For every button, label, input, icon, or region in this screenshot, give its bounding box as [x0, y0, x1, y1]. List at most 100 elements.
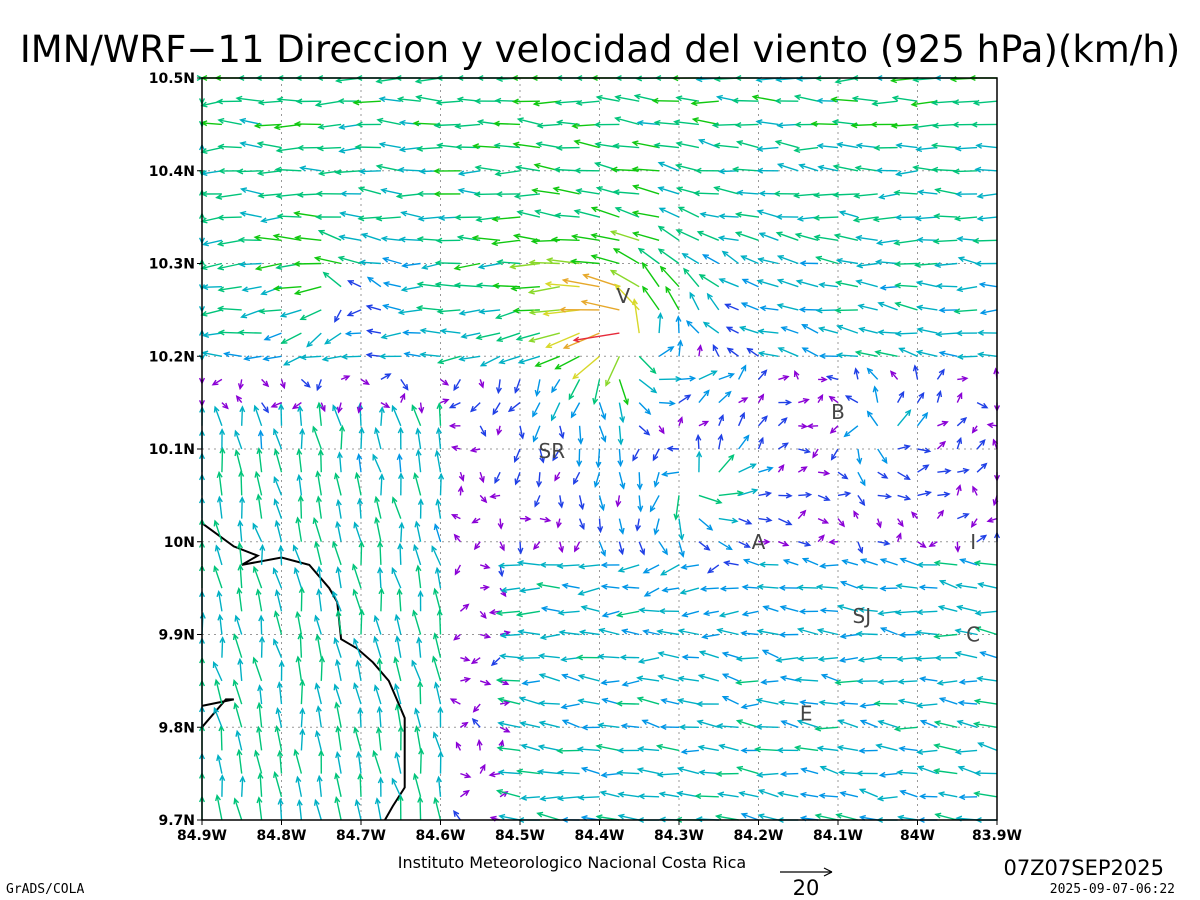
wind-vector-shaft: [578, 587, 600, 595]
wind-vector-head: [520, 743, 528, 750]
wind-vector-shaft: [396, 704, 402, 728]
wind-vector-shaft: [494, 144, 521, 149]
wind-vector: [378, 141, 401, 149]
wind-vector-head: [638, 607, 646, 614]
wind-vector-shaft: [953, 100, 978, 104]
wind-vector: [480, 584, 491, 591]
wind-vector: [934, 654, 958, 661]
wind-vector-head: [475, 282, 483, 289]
wind-vector-head: [294, 235, 302, 241]
wind-vector-shaft: [736, 213, 759, 218]
wind-vector-head: [839, 790, 847, 797]
wind-vector-head: [493, 142, 501, 149]
wind-vector-shaft: [295, 123, 322, 126]
wind-vector: [818, 469, 831, 476]
wind-vector: [933, 720, 958, 728]
wind-vector-head: [352, 99, 360, 106]
wind-vector: [836, 744, 859, 752]
wind-vector: [411, 659, 422, 682]
wind-vector: [317, 229, 342, 241]
wind-vector-shaft: [975, 700, 998, 705]
wind-vector-shaft: [346, 332, 362, 335]
wind-vector-shaft: [418, 283, 441, 288]
wind-vector-shaft: [437, 777, 442, 797]
wind-vector: [814, 725, 839, 732]
wind-vector-shaft: [568, 379, 581, 400]
wind-vector: [930, 142, 958, 149]
wind-vector: [738, 790, 759, 798]
wind-vector: [829, 425, 839, 434]
wind-vector-shaft: [840, 657, 859, 662]
wind-vector: [335, 725, 342, 751]
wind-vector-shaft: [577, 100, 600, 104]
wind-vector-shaft: [753, 96, 779, 102]
wind-vector-head: [396, 453, 403, 461]
wind-vector-shaft: [838, 746, 859, 752]
wind-vector-head: [851, 95, 859, 102]
wind-vector-head: [356, 406, 363, 414]
wind-vector-shaft: [319, 230, 342, 241]
wind-vector-head: [545, 342, 553, 349]
wind-vector: [416, 145, 441, 152]
wind-vector-shaft: [358, 402, 362, 413]
wind-vector-shaft: [717, 629, 739, 636]
wind-vector: [212, 661, 223, 682]
wind-vector-head: [756, 771, 764, 778]
wind-vector-shaft: [494, 122, 521, 126]
wind-vector-shaft: [233, 680, 243, 705]
wind-vector-head: [239, 117, 247, 124]
wind-vector-shaft: [313, 518, 322, 542]
wind-vector-shaft: [796, 233, 819, 241]
wind-vector: [256, 725, 263, 751]
wind-vector: [879, 284, 898, 291]
wind-vector-shaft: [539, 721, 560, 728]
wind-vector-shaft: [981, 309, 998, 314]
wind-vector-head: [844, 491, 852, 498]
wind-vector-head: [363, 379, 370, 386]
wind-vector: [916, 561, 938, 568]
wind-vector-head: [383, 402, 391, 409]
wind-vector-shaft: [558, 610, 580, 614]
wind-vector-shaft: [559, 495, 563, 508]
wind-vector: [334, 772, 342, 797]
wind-vector-head: [257, 192, 265, 199]
wind-vector-shaft: [878, 302, 898, 311]
wind-vector-shaft: [497, 261, 521, 265]
wind-vector: [681, 252, 700, 265]
wind-vector-head: [476, 738, 483, 746]
wind-vector-head: [689, 375, 697, 382]
wind-vector: [734, 231, 759, 241]
wind-vector-head: [273, 498, 280, 506]
wind-vector-shaft: [434, 589, 442, 612]
wind-vector-head: [552, 454, 559, 462]
wind-vector: [756, 145, 779, 152]
wind-vector: [256, 493, 263, 519]
wind-vector-head: [312, 425, 318, 433]
wind-vector-shaft: [859, 608, 878, 612]
wind-vector-shaft: [315, 683, 322, 705]
wind-vector: [699, 585, 719, 592]
wind-vector-head: [915, 349, 923, 356]
wind-vector: [800, 767, 819, 775]
wind-vector: [734, 211, 759, 218]
wind-vector-head: [395, 193, 403, 200]
wind-vector-head: [937, 791, 945, 798]
wind-vector: [758, 491, 773, 498]
wind-vector-shaft: [279, 799, 283, 821]
wind-vector: [380, 401, 391, 409]
wind-vector-shaft: [837, 492, 850, 497]
wind-vector-head: [757, 350, 765, 357]
wind-vector: [877, 719, 898, 728]
wind-vector-shaft: [532, 189, 560, 195]
wind-vector-shaft: [798, 398, 809, 404]
wind-vector-head: [357, 186, 365, 193]
wind-vector: [778, 492, 793, 499]
wind-vector-shaft: [299, 406, 303, 426]
wind-vector: [516, 560, 540, 566]
wind-vector-head: [433, 190, 441, 198]
wind-vector: [600, 583, 620, 590]
wind-vector: [433, 587, 442, 612]
wind-vector-shaft: [479, 680, 491, 685]
wind-vector-shaft: [253, 657, 263, 682]
wind-vector-shaft: [598, 402, 606, 420]
